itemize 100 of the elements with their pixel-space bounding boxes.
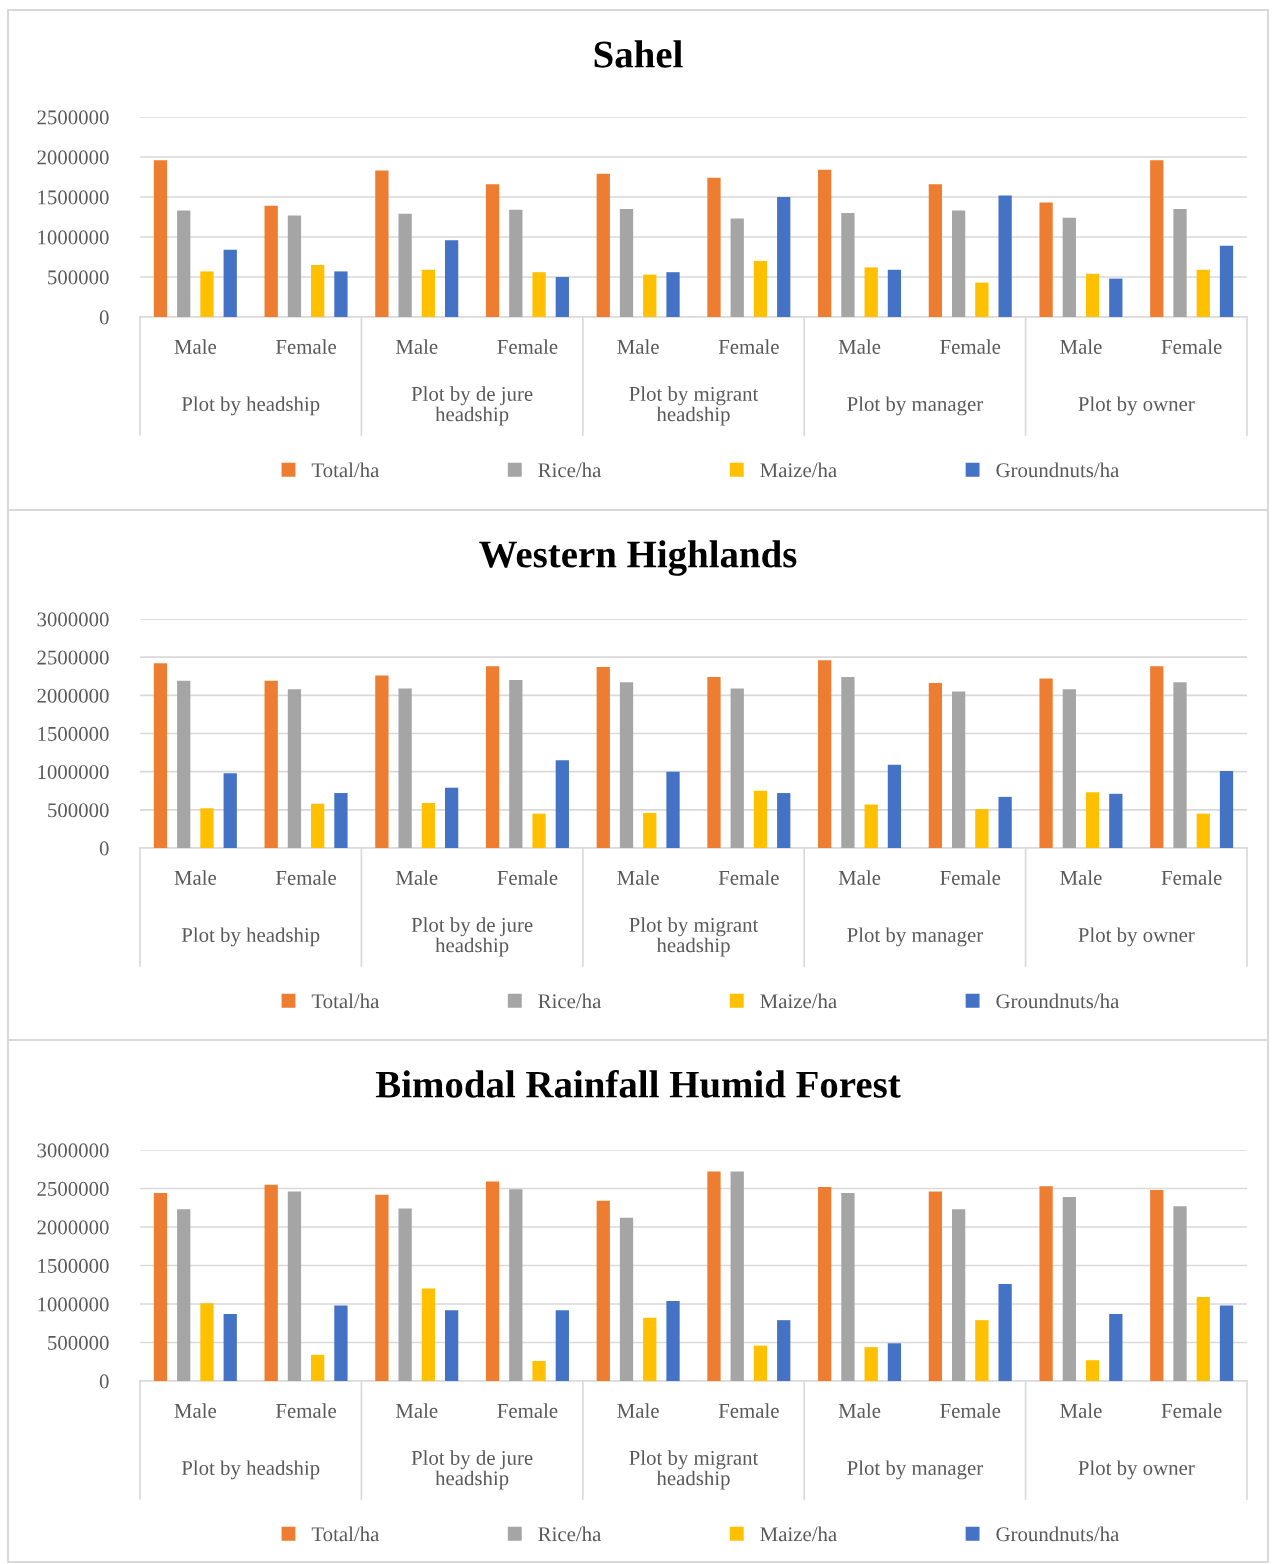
bar [334,793,348,848]
bar [1196,269,1210,317]
x-tick-label: Male [1060,339,1102,354]
bar [334,1305,348,1381]
bar [375,170,389,317]
legend-label: Rice/ha [538,462,602,478]
bar [1173,1206,1187,1381]
bar [555,760,569,848]
bar [555,1310,569,1381]
bar [223,249,237,317]
bar [287,1191,302,1381]
legend-label: Groundnuts/ha [996,993,1120,1009]
x-tick-label: Female [1161,870,1222,885]
y-tick-label: 500000 [48,803,109,818]
bar [887,269,902,317]
bar [643,1317,657,1381]
bar [998,796,1012,848]
bar [532,813,546,848]
text: Plot by headship [181,396,320,416]
bar [264,1184,278,1381]
x-tick-label: Female [940,339,1001,354]
bar [421,1288,436,1381]
y-tick-label: 500000 [48,270,109,285]
x-tick-label: Male [838,1403,881,1418]
bar [200,808,214,848]
text: Plot by de jure headship [411,386,533,426]
y-tick-label: 3000000 [37,1143,109,1158]
text: Plot by migrant headship [629,917,759,957]
bar [951,210,966,317]
x-tick-label: Male [395,339,438,354]
y-tick-label: 1500000 [38,1258,109,1273]
bar [1062,1196,1076,1381]
bar [666,1300,680,1381]
bar [707,177,721,317]
bar [444,1310,459,1381]
legend-label: Total/ha [311,993,380,1009]
bar [421,269,436,317]
bar [841,1193,855,1381]
bar [596,173,610,317]
bar [730,688,744,848]
bar [753,1345,768,1381]
bar [998,1283,1012,1381]
x-tick-label: Female [497,339,558,354]
bar [177,1209,191,1381]
bar [887,764,902,848]
bar [375,675,389,848]
bar [864,1347,878,1381]
y-tick-label: 2500000 [37,1181,109,1196]
bar [1219,1305,1234,1381]
text: Plot by migrant headship [629,386,759,426]
legend-label: Groundnuts/ha [996,1526,1120,1542]
bar [398,1208,412,1381]
bar [1219,245,1234,317]
bar [375,1194,389,1381]
x-tick-label: Male [617,339,659,354]
bar [928,184,943,317]
legend-label: Maize/ha [760,1526,837,1542]
bar [1150,666,1164,848]
legend-label: Maize/ha [760,993,837,1009]
bar [753,790,768,848]
bar [509,680,523,848]
x-tick-label: Female [275,870,336,885]
bar [1173,682,1187,848]
x-tick-label: Female [497,1403,558,1418]
x-tick-label: Female [718,870,779,885]
text: Plot by headship [181,1460,320,1480]
x-tick-label: Male [395,870,438,885]
bar [421,802,436,848]
y-tick-label: 1000000 [38,765,109,780]
bar [311,265,325,317]
chart-title: Bimodal Rainfall Humid Forest [375,1069,901,1098]
legend-label: Total/ha [311,1526,380,1542]
bar [444,787,459,848]
bar [532,1360,546,1381]
text: Plot by manager [847,1460,983,1480]
bar [398,213,412,317]
bar [485,184,500,317]
y-tick-label: 1000000 [38,230,109,245]
bar [818,660,832,848]
bar [596,667,610,848]
y-tick-label: 1500000 [38,726,109,741]
y-tick-label: 0 [99,1374,109,1389]
y-tick-label: 2500000 [37,110,109,125]
bar [951,1209,966,1381]
bar [1173,209,1187,317]
bar [1062,217,1076,317]
bar [1062,689,1076,848]
bar [666,272,680,317]
bar [864,804,878,848]
y-tick-label: 2000000 [37,688,109,703]
text: Plot by de jure headship [411,1450,533,1490]
bar [200,271,214,317]
bar [509,209,523,317]
bar [753,261,768,317]
bar [951,691,966,848]
bar [596,1200,610,1381]
x-tick-label: Female [1161,1403,1222,1418]
bar [287,689,302,848]
bar [334,271,348,317]
bar [730,1171,744,1381]
